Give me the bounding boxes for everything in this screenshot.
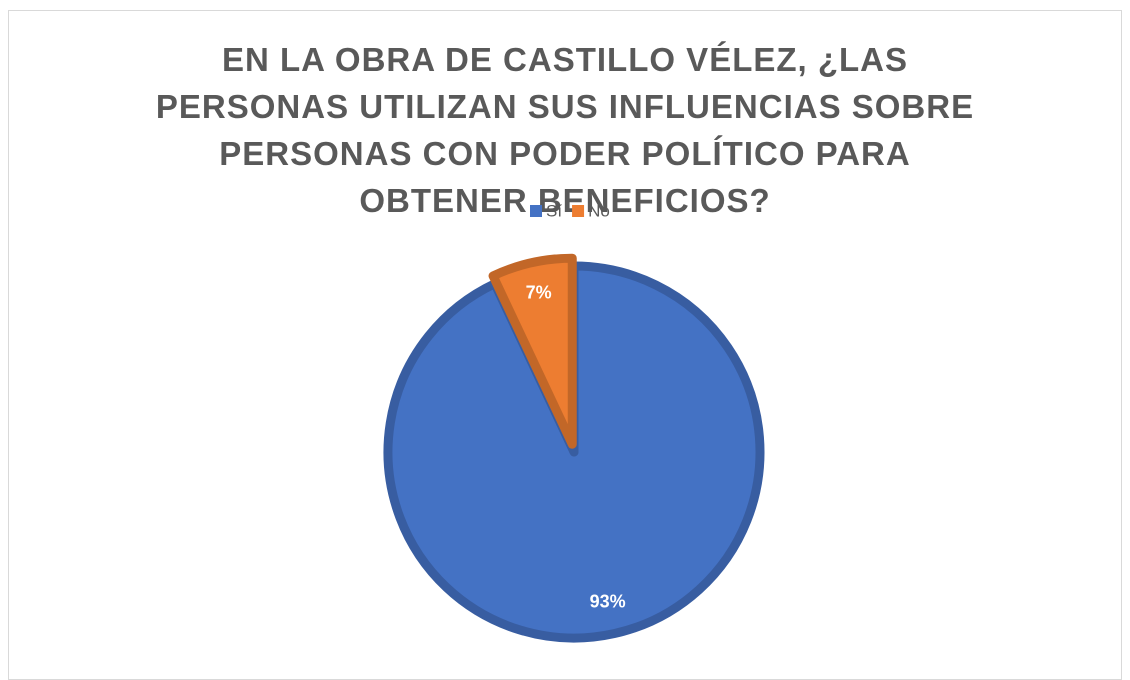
legend-swatch	[530, 205, 542, 217]
legend-label: Sí	[546, 201, 562, 220]
chart: Sí No 93% 7%	[383, 201, 765, 643]
data-label: 93%	[590, 591, 626, 611]
data-label: 7%	[526, 282, 552, 302]
legend-swatch	[572, 205, 585, 217]
pie-slice	[488, 253, 577, 449]
pie-slice	[383, 261, 765, 643]
page: {"chart_data": {"type": "pie", "title": …	[8, 10, 1122, 680]
chart-title: EN LA OBRA DE CASTILLO VÉLEZ, ¿LAS PERSO…	[155, 41, 975, 219]
legend-label: No	[588, 201, 610, 220]
